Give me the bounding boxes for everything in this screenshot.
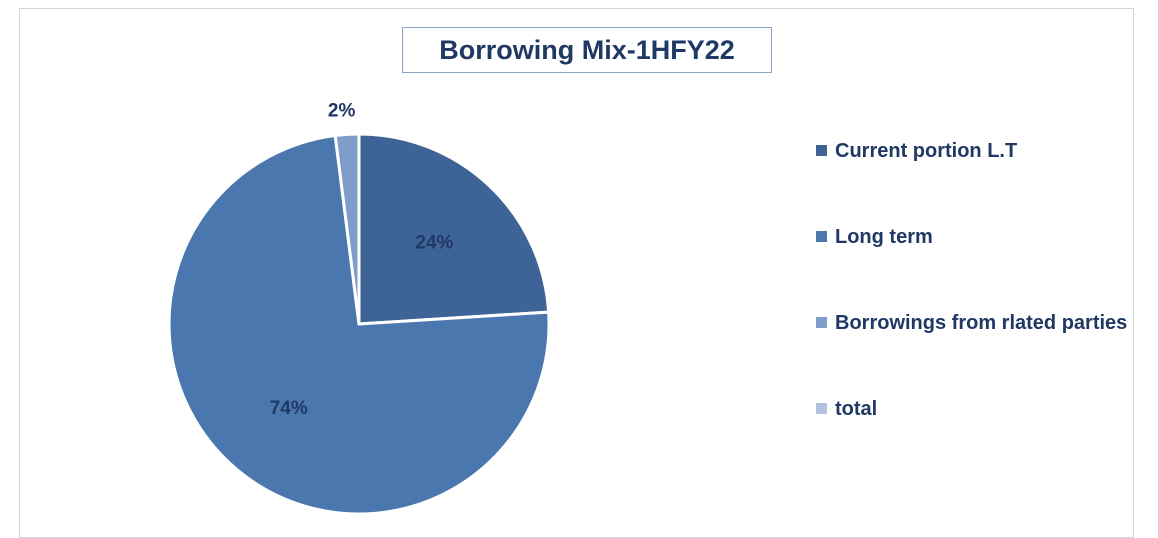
legend-item-total: total <box>816 396 1135 423</box>
pie-slice-1 <box>167 133 551 516</box>
legend-label: total <box>835 398 878 420</box>
legend-label: Long term <box>835 226 933 248</box>
legend-swatch <box>816 317 827 328</box>
legend-label: Borrowings from rlated parties <box>835 312 1128 334</box>
chart-title: Borrowing Mix-1HFY22 <box>439 34 735 65</box>
legend-item-long-term: Long term <box>816 224 1135 251</box>
chart-title-box: Borrowing Mix-1HFY22 <box>402 27 772 73</box>
legend-label: Current portion L.T <box>835 140 1018 162</box>
pie-slice-0 <box>357 132 551 326</box>
legend-item-current-portion: Current portion L.T <box>816 138 1135 165</box>
legend-swatch <box>816 403 827 414</box>
pie-label-2: 2% <box>328 101 356 122</box>
pie-labels: 24% 74% 2% <box>270 101 454 419</box>
legend-swatch <box>816 145 827 156</box>
pie-slice-2 <box>333 132 361 325</box>
pie-slices <box>167 132 551 516</box>
legend-item-borrowings-related: Borrowings from rlated parties <box>816 310 1135 337</box>
legend-swatch <box>816 231 827 242</box>
pie-label-0: 24% <box>415 233 453 254</box>
pie-label-1: 74% <box>270 398 308 419</box>
pie-chart: 24% 74% 2% <box>167 101 551 516</box>
